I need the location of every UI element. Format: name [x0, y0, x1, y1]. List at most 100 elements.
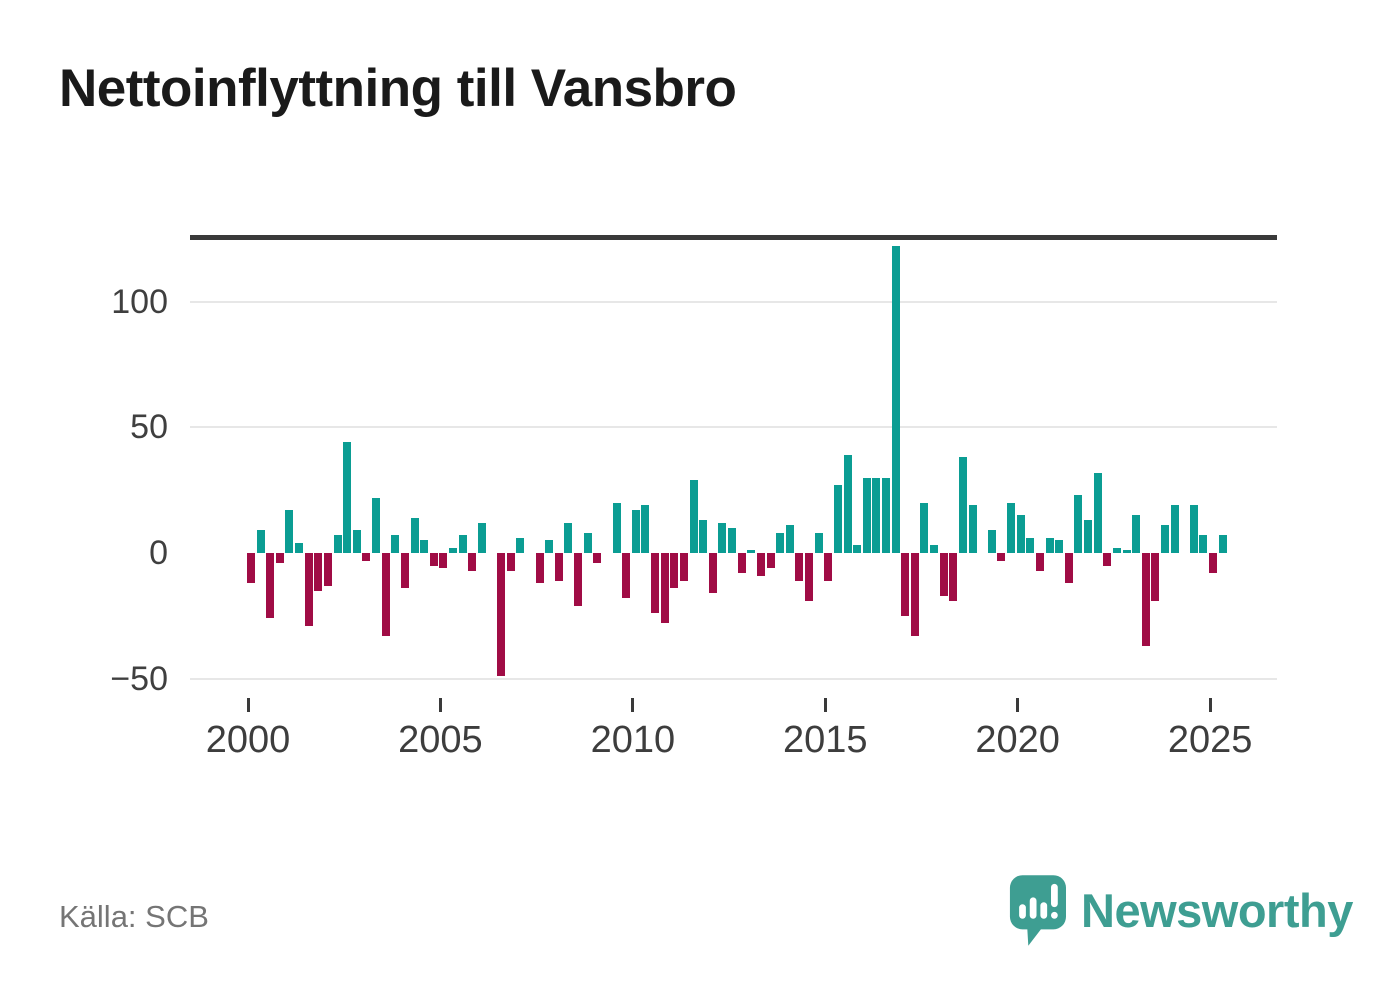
bar — [881, 477, 890, 553]
bar — [670, 553, 679, 589]
bar — [747, 550, 756, 553]
bar — [1103, 553, 1112, 566]
x-tick-label: 2000 — [205, 719, 291, 761]
bar — [930, 545, 939, 553]
bar — [949, 553, 958, 601]
chart-title: Nettoinflyttning till Vansbro — [59, 59, 737, 118]
y-tick-label: 100 — [111, 282, 168, 321]
bar — [660, 553, 669, 624]
brand-wordmark: Newsworthy — [1081, 883, 1353, 937]
bar — [266, 553, 275, 619]
bar — [1161, 525, 1169, 553]
bar — [1045, 537, 1054, 553]
bar — [439, 553, 448, 569]
bar — [343, 442, 352, 553]
bar — [1189, 505, 1198, 553]
bar — [574, 553, 583, 606]
bar — [295, 542, 304, 553]
bar — [1122, 550, 1131, 553]
bar — [708, 553, 717, 594]
brand-footer: Newsworthy — [1008, 872, 1353, 948]
bar — [622, 553, 631, 599]
bar — [285, 510, 294, 553]
bar — [824, 553, 833, 581]
bar — [304, 553, 313, 626]
bar — [314, 553, 323, 591]
bar — [651, 553, 660, 614]
bar — [997, 553, 1006, 561]
bar — [814, 532, 823, 553]
bar — [699, 520, 708, 553]
bar — [1199, 535, 1208, 553]
x-tick-mark — [631, 698, 635, 712]
bar — [1093, 472, 1102, 553]
gridline-100 — [190, 300, 1277, 303]
bar — [910, 553, 919, 636]
bar — [275, 553, 284, 564]
newsworthy-logo-icon — [1009, 875, 1066, 946]
x-tick-label: 2005 — [398, 719, 483, 761]
bar — [939, 553, 948, 596]
bar — [420, 540, 429, 553]
bar — [497, 553, 506, 677]
y-tick-label: 0 — [149, 534, 168, 572]
x-tick-label: 2025 — [1167, 719, 1253, 761]
bar — [987, 530, 996, 553]
bar — [805, 553, 814, 601]
bar — [554, 553, 563, 581]
bar — [1112, 547, 1121, 553]
bar — [400, 553, 409, 589]
bar — [891, 246, 900, 553]
x-tick-mark — [1208, 698, 1212, 712]
bar — [1026, 537, 1035, 553]
bar — [545, 540, 554, 553]
bar — [362, 553, 371, 561]
bar — [1035, 553, 1044, 571]
bar — [1132, 515, 1141, 553]
x-tick-mark — [246, 698, 250, 712]
bar — [1151, 553, 1160, 601]
bar — [477, 522, 486, 553]
bar — [506, 553, 515, 571]
bar — [1016, 515, 1025, 553]
bar — [1141, 553, 1150, 647]
bar — [968, 505, 977, 553]
bar — [593, 553, 602, 564]
bar — [333, 535, 342, 553]
bar — [833, 485, 842, 553]
bar — [901, 553, 910, 616]
bar — [516, 537, 525, 553]
bar — [372, 497, 381, 553]
gridline-50 — [190, 426, 1277, 429]
bar — [679, 553, 688, 581]
bar — [391, 535, 400, 553]
bar — [458, 535, 467, 553]
y-tick-label: −50 — [110, 659, 168, 698]
bar — [1055, 540, 1064, 553]
y-tick-label: 50 — [130, 408, 168, 447]
bar — [612, 502, 621, 553]
bar — [853, 545, 862, 553]
bar — [862, 477, 871, 553]
bar — [641, 505, 650, 553]
bar — [1170, 505, 1179, 553]
bar — [1084, 520, 1093, 553]
bar — [583, 532, 592, 553]
bar — [795, 553, 804, 581]
bar — [756, 553, 765, 576]
bar — [256, 530, 265, 553]
bar — [449, 547, 458, 553]
bar — [352, 530, 361, 553]
bar — [535, 553, 544, 584]
bar — [689, 480, 698, 553]
bar — [323, 553, 332, 586]
bar — [631, 510, 640, 553]
bar — [1209, 553, 1218, 574]
bar — [737, 553, 746, 574]
bar — [766, 553, 775, 569]
bar — [718, 522, 727, 553]
x-tick-mark — [438, 698, 442, 712]
x-tick-label: 2015 — [782, 719, 868, 761]
x-tick-mark — [1016, 698, 1020, 712]
